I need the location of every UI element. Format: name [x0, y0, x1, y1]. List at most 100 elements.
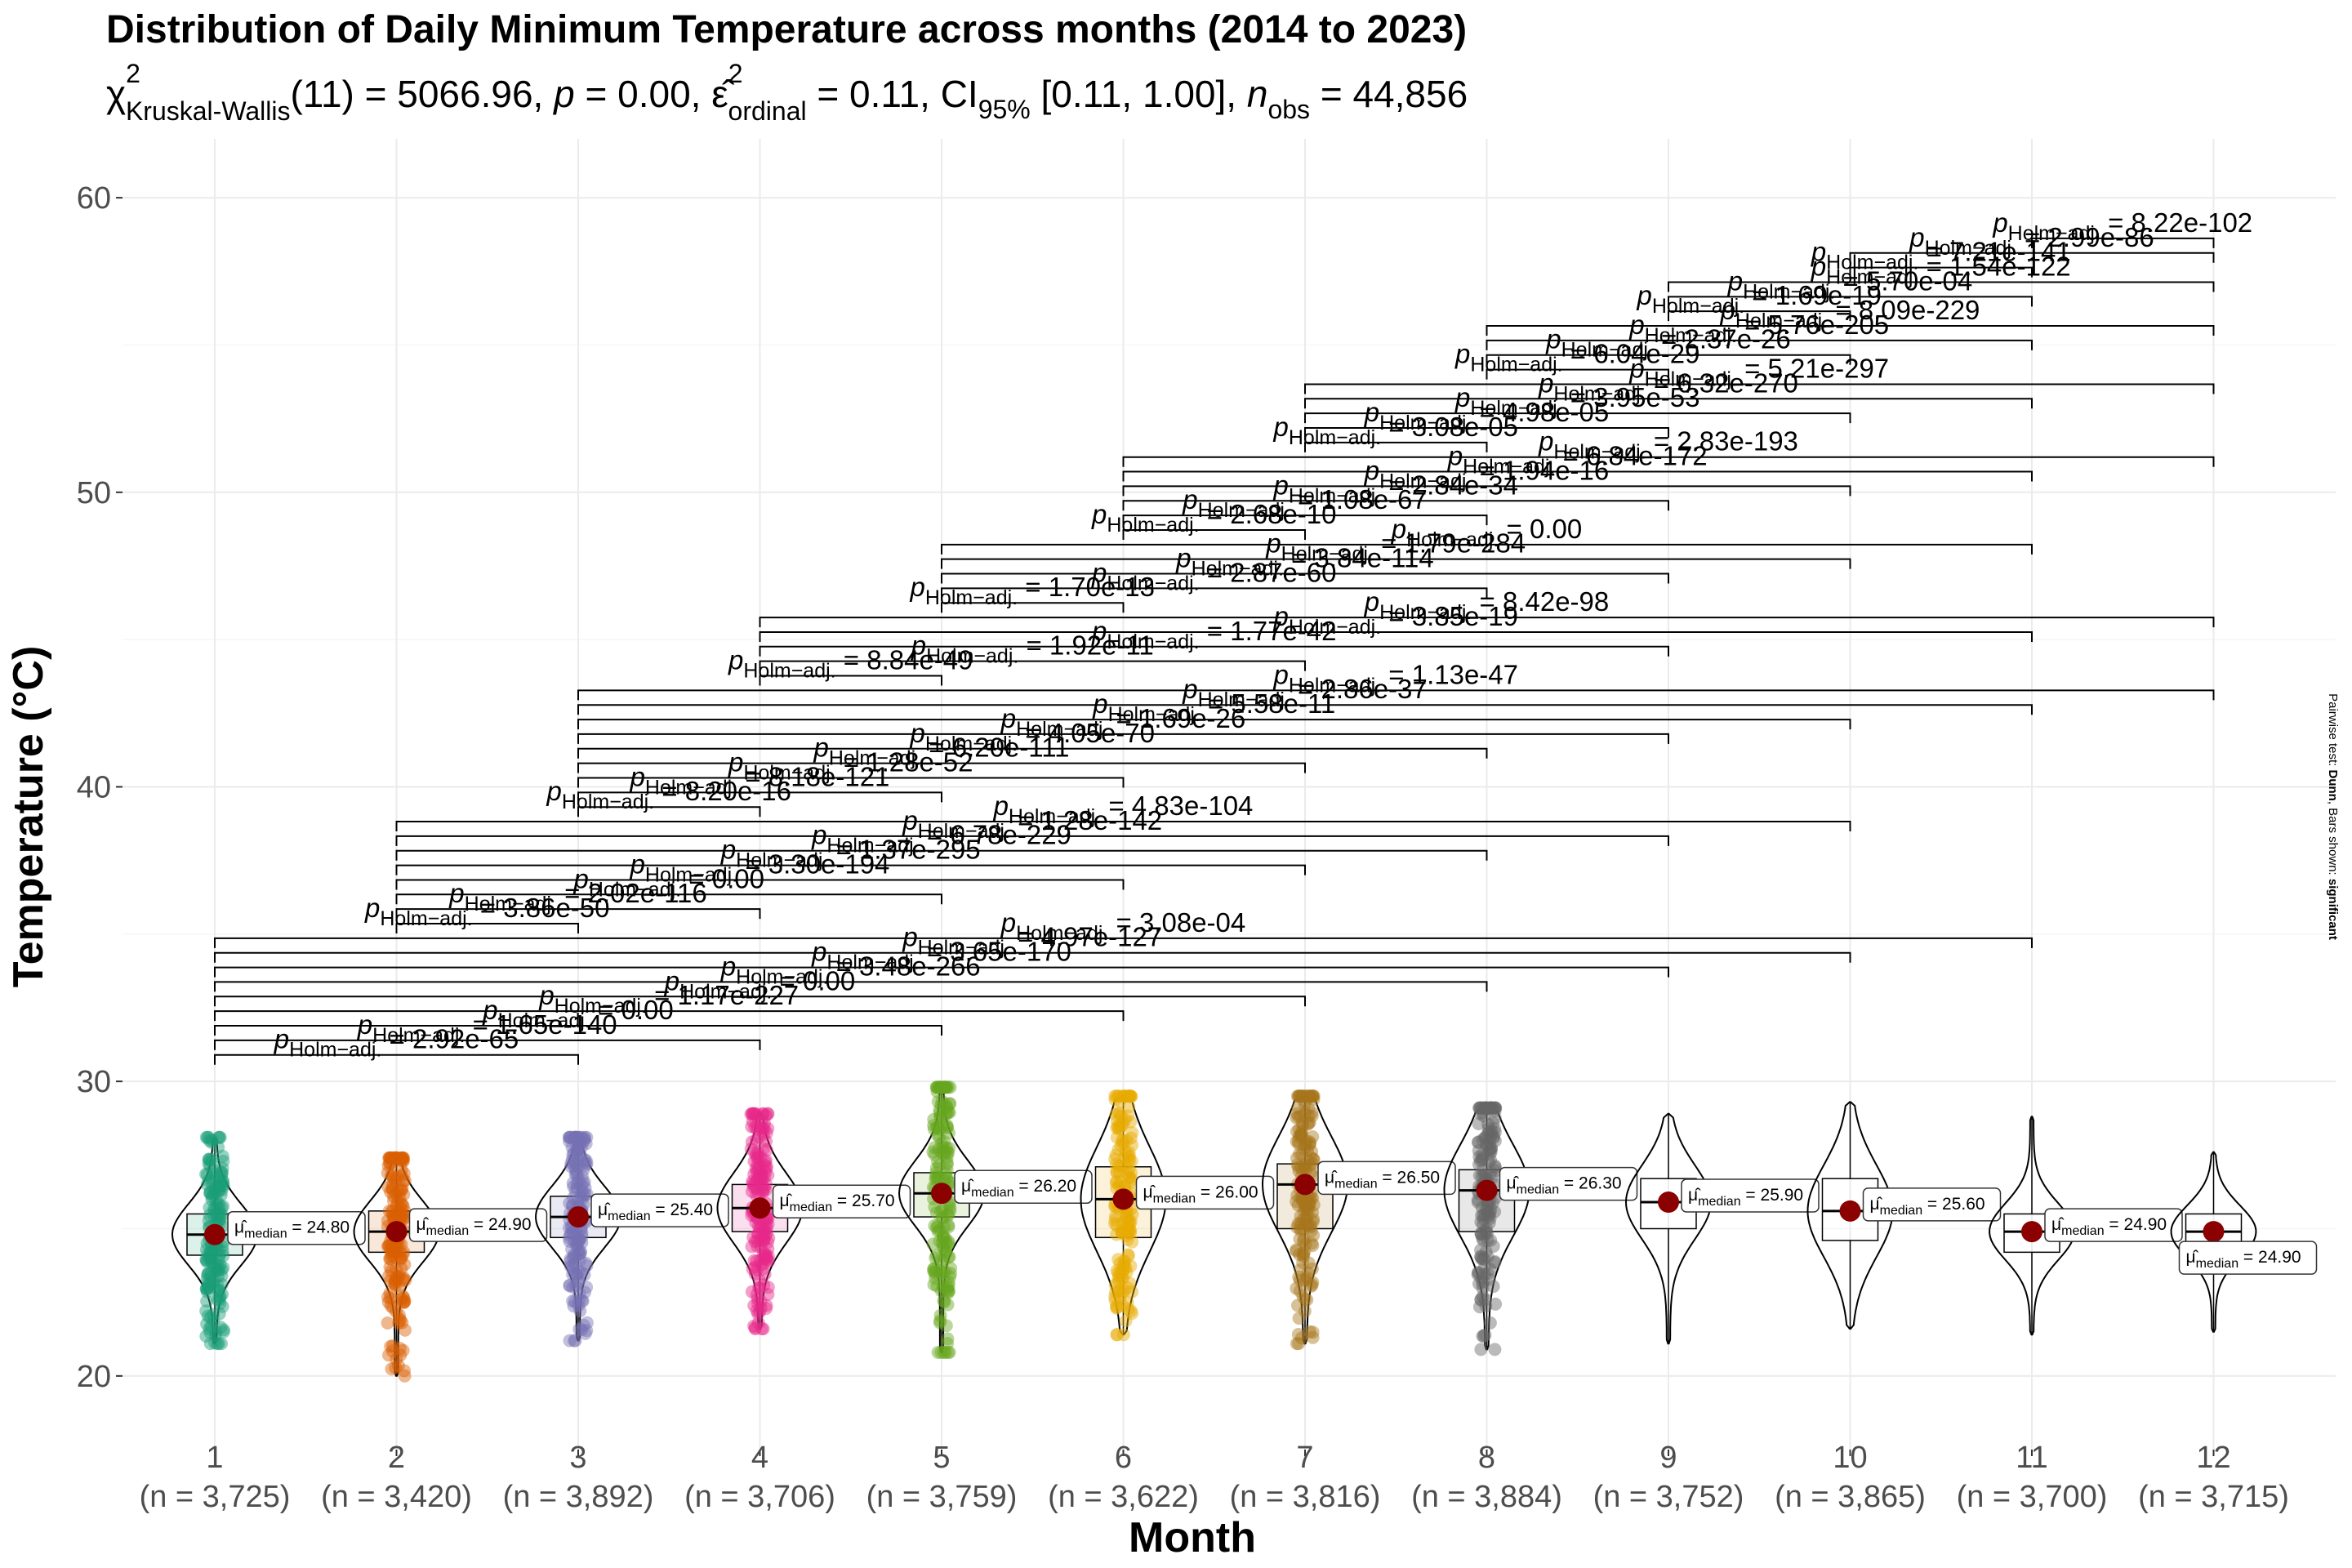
data-point [758, 1267, 772, 1281]
data-point [398, 1369, 412, 1383]
data-point [1296, 1194, 1309, 1208]
comparison-bracket: pHolm−adj. = 1.79e-284 [941, 528, 1851, 569]
pvalue-symbol: p [1092, 688, 1107, 719]
data-point [1477, 1233, 1490, 1247]
data-point [199, 1282, 213, 1296]
data-point [755, 1169, 768, 1183]
pvalue-sub: Holm−adj. [2008, 222, 2100, 245]
pvalue-sub: Holm−adj. [1470, 354, 1562, 376]
pvalue-value: = 1.65e-140 [465, 1009, 617, 1040]
data-point [1475, 1209, 1489, 1223]
data-point [381, 1166, 394, 1180]
data-point [757, 1116, 771, 1130]
data-point [748, 1120, 762, 1134]
data-point [578, 1187, 591, 1201]
month-group: μ̂median = 24.80 [171, 1130, 366, 1351]
data-point [393, 1312, 406, 1326]
data-point [388, 1276, 402, 1290]
data-point [213, 1258, 227, 1272]
data-point [942, 1346, 956, 1359]
pvalue-sub: Holm−adj. [1107, 630, 1199, 653]
data-point [935, 1094, 949, 1108]
data-point [1474, 1293, 1488, 1307]
data-point [1484, 1101, 1498, 1115]
data-point [1481, 1101, 1494, 1115]
data-point [758, 1155, 772, 1169]
data-point [942, 1284, 956, 1298]
pvalue-sub: Holm−adj. [1198, 499, 1290, 522]
data-point [1304, 1151, 1318, 1165]
data-point [572, 1293, 586, 1307]
data-point [565, 1140, 579, 1154]
data-point [394, 1252, 408, 1266]
data-point [213, 1213, 227, 1227]
data-point [1301, 1266, 1315, 1280]
data-point [1111, 1276, 1125, 1289]
data-point [210, 1263, 224, 1276]
comparison-bracket: pHolm−adj. = 3.95e-53 [1304, 382, 1851, 424]
data-point [1478, 1224, 1492, 1238]
data-point [385, 1182, 399, 1196]
data-point [576, 1176, 590, 1190]
data-point [1305, 1262, 1319, 1276]
data-point [1110, 1165, 1124, 1178]
data-point [1110, 1218, 1124, 1232]
data-point [395, 1169, 408, 1183]
data-point [1125, 1154, 1138, 1168]
data-point [943, 1080, 957, 1094]
data-point [381, 1295, 395, 1309]
data-point [1481, 1233, 1494, 1247]
data-point [1111, 1253, 1125, 1267]
data-point [1296, 1119, 1310, 1132]
data-point [1477, 1330, 1490, 1343]
data-point [1291, 1101, 1305, 1115]
data-point [745, 1240, 759, 1254]
data-point [937, 1346, 951, 1359]
x-n-label: (n = 3,706) [684, 1480, 835, 1514]
data-point [942, 1279, 956, 1293]
data-point [941, 1209, 955, 1223]
data-point [207, 1246, 220, 1259]
data-point [572, 1233, 586, 1247]
comparison-bracket: pHolm−adj. = 8.20e-16 [546, 776, 791, 817]
data-point [1295, 1116, 1309, 1130]
data-point [933, 1111, 947, 1125]
data-point [1481, 1121, 1495, 1135]
data-point [1111, 1120, 1125, 1134]
data-point [386, 1209, 400, 1223]
data-point [1109, 1157, 1123, 1171]
data-point [205, 1192, 219, 1206]
data-point [1114, 1175, 1128, 1189]
data-point [1475, 1252, 1489, 1266]
data-point [214, 1321, 228, 1334]
data-point [936, 1240, 950, 1254]
data-point [568, 1256, 581, 1270]
data-point [1484, 1144, 1498, 1158]
data-point [1479, 1101, 1493, 1115]
data-point [941, 1146, 955, 1159]
data-point [1296, 1290, 1310, 1303]
data-point [208, 1329, 222, 1343]
median-label-box [2178, 1241, 2318, 1275]
bracket-line [1304, 412, 1851, 424]
data-point [1116, 1299, 1129, 1312]
data-point [1303, 1138, 1316, 1152]
data-point [940, 1118, 954, 1132]
data-point [1299, 1134, 1313, 1148]
data-point [394, 1348, 408, 1362]
comparison-bracket: pHolm−adj. = 4.98e-05 [1304, 397, 1669, 439]
bracket-line [759, 617, 2215, 628]
subtitle-p: p [552, 73, 575, 115]
bracket-line [214, 1054, 579, 1065]
data-point [1483, 1263, 1497, 1276]
data-point [1125, 1173, 1138, 1187]
data-point [1477, 1101, 1491, 1115]
data-point [939, 1107, 952, 1121]
data-point [1108, 1217, 1121, 1231]
data-point [383, 1151, 397, 1165]
pvalue-symbol: p [1273, 412, 1289, 442]
pvalue-label: pHolm−adj. = 3.65e-170 [811, 937, 1071, 974]
data-point [381, 1239, 395, 1253]
data-point [1108, 1290, 1121, 1303]
data-point [1294, 1331, 1308, 1345]
